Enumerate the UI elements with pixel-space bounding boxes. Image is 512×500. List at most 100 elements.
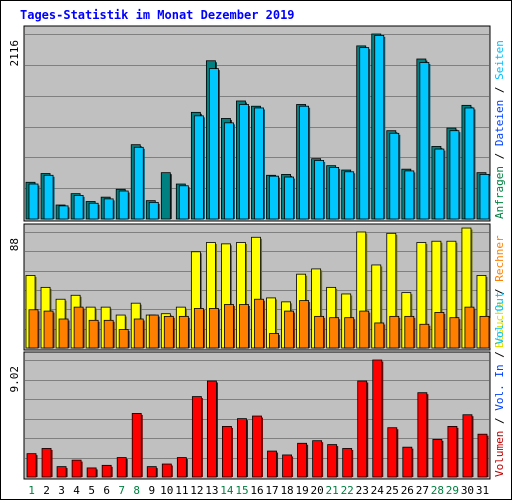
day-label-19: 19 bbox=[295, 484, 308, 497]
bar-volumen-day-30 bbox=[462, 414, 473, 478]
bar-dateien-day-24 bbox=[374, 34, 385, 220]
bar-rechner-day-28 bbox=[434, 312, 445, 349]
day-label-8: 8 bbox=[133, 484, 140, 497]
day-label-17: 17 bbox=[265, 484, 278, 497]
legend-separator: / bbox=[493, 146, 506, 166]
bar-dateien-day-19 bbox=[299, 105, 310, 220]
bar-dateien-day-14 bbox=[224, 122, 234, 220]
bar-volumen-day-3 bbox=[56, 466, 67, 478]
day-label-12: 12 bbox=[190, 484, 203, 497]
bar-volumen-day-14 bbox=[222, 426, 232, 478]
day-label-22: 22 bbox=[341, 484, 354, 497]
bar-dateien-day-23 bbox=[359, 47, 370, 220]
bar-rechner-day-21 bbox=[329, 317, 340, 349]
bar-volumen-day-13 bbox=[206, 380, 217, 478]
day-label-14: 14 bbox=[220, 484, 234, 497]
bar-volumen-day-6 bbox=[101, 464, 112, 478]
day-label-25: 25 bbox=[386, 484, 399, 497]
bar-dateien-day-25 bbox=[389, 132, 400, 220]
legend-besuche: Besuche bbox=[493, 302, 506, 348]
day-label-9: 9 bbox=[148, 484, 155, 497]
bar-dateien-day-3 bbox=[58, 205, 69, 220]
bar-volumen-day-17 bbox=[267, 450, 277, 478]
bar-rechner-day-27 bbox=[419, 323, 430, 349]
bar-volumen-day-19 bbox=[297, 442, 308, 478]
bar-rechner-day-8 bbox=[133, 318, 144, 349]
day-label-6: 6 bbox=[103, 484, 110, 497]
day-label-18: 18 bbox=[280, 484, 293, 497]
bar-rechner-day-16 bbox=[254, 298, 264, 349]
bar-volumen-day-24 bbox=[372, 359, 383, 478]
bar-volumen-day-16 bbox=[252, 415, 262, 478]
day-label-2: 2 bbox=[43, 484, 50, 497]
bar-volumen-day-28 bbox=[432, 438, 443, 478]
bar-rechner-day-20 bbox=[314, 315, 325, 349]
bar-dateien-day-12 bbox=[193, 115, 204, 220]
bar-anfragen-day-10 bbox=[160, 172, 171, 220]
bar-volumen-day-9 bbox=[146, 466, 157, 478]
bar-rechner-day-1 bbox=[28, 309, 39, 349]
bar-rechner-day-14 bbox=[224, 304, 234, 349]
bar-volumen-day-5 bbox=[86, 467, 97, 478]
legend-separator: / bbox=[493, 411, 506, 431]
legend-rechner: Rechner bbox=[493, 235, 506, 282]
bar-rechner-day-25 bbox=[389, 315, 400, 349]
day-label-21: 21 bbox=[326, 484, 339, 497]
bar-dateien-day-8 bbox=[133, 146, 144, 220]
day-label-28: 28 bbox=[431, 484, 444, 497]
bar-rechner-day-4 bbox=[73, 306, 84, 349]
day-label-15: 15 bbox=[235, 484, 248, 497]
day-label-5: 5 bbox=[88, 484, 95, 497]
bar-volumen-day-8 bbox=[131, 413, 142, 478]
bar-rechner-day-11 bbox=[178, 315, 189, 349]
bar-dateien-day-29 bbox=[449, 130, 460, 220]
bar-dateien-day-16 bbox=[254, 107, 264, 220]
bar-rechner-day-22 bbox=[344, 317, 355, 349]
bar-dateien-day-11 bbox=[178, 185, 189, 220]
legend-separator: / bbox=[493, 345, 506, 365]
bar-rechner-day-13 bbox=[208, 308, 219, 349]
bar-rechner-day-31 bbox=[479, 315, 490, 349]
day-label-26: 26 bbox=[401, 484, 414, 497]
day-label-24: 24 bbox=[371, 484, 385, 497]
bar-dateien-day-1 bbox=[28, 183, 39, 220]
right-legend-1: Anfragen / Dateien / Seiten bbox=[493, 40, 506, 219]
legend-separator: / bbox=[493, 282, 506, 302]
bar-dateien-day-17 bbox=[269, 175, 279, 220]
bar-volumen-day-29 bbox=[447, 426, 458, 478]
bar-volumen-day-25 bbox=[387, 427, 398, 478]
y-max-label: 88 bbox=[8, 238, 21, 251]
bar-rechner-day-5 bbox=[88, 319, 99, 349]
legend-dateien: Dateien bbox=[493, 100, 506, 146]
day-label-3: 3 bbox=[58, 484, 65, 497]
bar-dateien-day-21 bbox=[329, 167, 340, 220]
bar-dateien-day-13 bbox=[208, 68, 219, 220]
bar-volumen-day-12 bbox=[191, 396, 202, 478]
bar-volumen-day-11 bbox=[176, 457, 187, 478]
bar-volumen-day-27 bbox=[417, 392, 428, 478]
day-label-13: 13 bbox=[205, 484, 218, 497]
right-legend-2: Besuche / Rechner bbox=[493, 235, 506, 348]
legend-anfragen: Anfragen bbox=[493, 166, 506, 219]
bar-dateien-day-27 bbox=[419, 62, 430, 220]
y-max-label: 9.02 bbox=[8, 366, 21, 393]
legend-volumen: Volumen bbox=[493, 431, 506, 477]
bar-dateien-day-6 bbox=[103, 198, 114, 220]
bar-dateien-day-18 bbox=[284, 176, 294, 220]
bar-dateien-day-9 bbox=[148, 201, 159, 220]
bar-volumen-day-2 bbox=[41, 448, 52, 478]
day-label-1: 1 bbox=[28, 484, 35, 497]
bar-dateien-day-20 bbox=[314, 160, 325, 220]
bar-rechner-day-9 bbox=[148, 314, 159, 349]
day-label-7: 7 bbox=[118, 484, 125, 497]
right-legend-3: Volumen / Vol. In / Vol. Out bbox=[493, 292, 506, 477]
bar-rechner-day-23 bbox=[359, 310, 370, 349]
bar-rechner-day-2 bbox=[43, 310, 54, 349]
bar-rechner-day-19 bbox=[299, 300, 310, 349]
bar-dateien-day-30 bbox=[464, 107, 475, 220]
bar-dateien-day-4 bbox=[73, 194, 84, 220]
bar-volumen-day-7 bbox=[116, 457, 127, 478]
legend-vol-in: Vol. In bbox=[493, 364, 506, 410]
bar-rechner-day-12 bbox=[193, 308, 204, 349]
day-label-4: 4 bbox=[73, 484, 80, 497]
